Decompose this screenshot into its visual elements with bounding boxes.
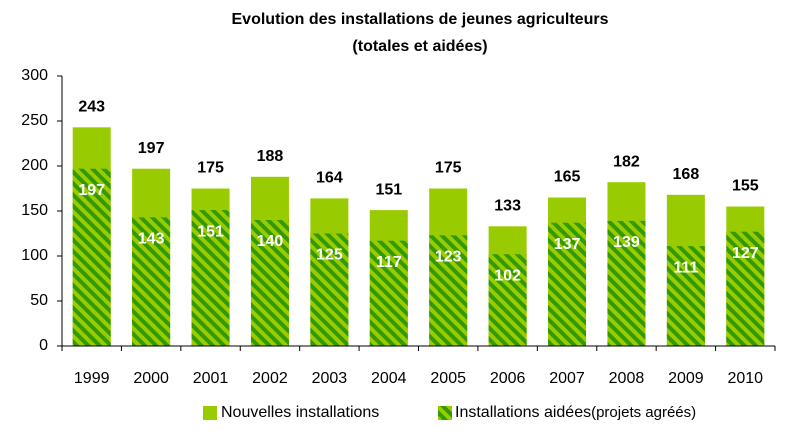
x-tick-label: 2010 xyxy=(727,370,763,387)
y-tick-label: 250 xyxy=(21,112,48,129)
data-label: 127 xyxy=(732,245,759,262)
data-label: 197 xyxy=(78,182,105,199)
bar xyxy=(72,168,111,346)
bar xyxy=(369,240,408,346)
data-label: 117 xyxy=(376,254,402,271)
data-label: 102 xyxy=(494,267,521,284)
data-label: 175 xyxy=(435,160,462,177)
x-tick-label: 2000 xyxy=(133,370,169,387)
bar xyxy=(310,233,349,346)
data-label: 111 xyxy=(673,259,698,276)
legend-name: Installations aidées xyxy=(455,404,591,421)
data-label: 164 xyxy=(316,170,343,187)
data-label: 175 xyxy=(197,160,224,177)
x-tick-label: 2002 xyxy=(252,370,288,387)
x-tick-label: 2003 xyxy=(312,370,348,387)
x-tick-label: 2006 xyxy=(490,370,526,387)
data-label: 155 xyxy=(732,178,759,195)
bar xyxy=(726,231,765,346)
bar xyxy=(548,222,587,346)
data-label: 125 xyxy=(316,247,343,264)
data-label: 143 xyxy=(138,231,165,248)
data-label: 182 xyxy=(613,153,640,170)
chart-title: Evolution des installations de jeunes ag… xyxy=(232,11,609,28)
data-label: 137 xyxy=(554,236,581,253)
bar xyxy=(250,220,289,346)
x-tick-label: 2008 xyxy=(609,370,645,387)
data-label: 188 xyxy=(257,148,284,165)
legend-note: (projets agréés) xyxy=(591,404,696,421)
data-label: 197 xyxy=(138,140,165,157)
y-tick-label: 0 xyxy=(39,337,48,354)
data-label: 151 xyxy=(375,181,402,198)
data-label: 123 xyxy=(435,249,462,266)
legend-label: Nouvelles installations xyxy=(221,404,379,421)
data-label: 140 xyxy=(257,233,284,250)
data-label: 165 xyxy=(554,169,581,186)
data-label: 168 xyxy=(673,166,700,183)
bar xyxy=(429,235,468,346)
x-tick-label: 2005 xyxy=(430,370,466,387)
x-tick-label: 2007 xyxy=(549,370,585,387)
bar xyxy=(607,220,646,346)
data-label: 139 xyxy=(613,234,640,251)
chart-subtitle: (totales et aidées) xyxy=(352,38,487,55)
bar xyxy=(666,246,705,346)
legend-label: Installations aidées(projets agréés) xyxy=(455,404,696,421)
data-label: 133 xyxy=(494,198,521,215)
legend-swatch xyxy=(438,406,452,420)
y-tick-label: 200 xyxy=(21,157,48,174)
data-label: 151 xyxy=(197,223,224,240)
y-tick-label: 100 xyxy=(21,247,48,264)
y-tick-label: 150 xyxy=(21,202,48,219)
x-tick-label: 2001 xyxy=(193,370,229,387)
bar xyxy=(191,210,230,346)
x-tick-label: 2009 xyxy=(668,370,704,387)
x-tick-label: 2004 xyxy=(371,370,407,387)
data-label: 243 xyxy=(78,99,105,116)
legend-swatch xyxy=(203,406,217,420)
x-tick-label: 1999 xyxy=(74,370,110,387)
bar xyxy=(132,217,171,346)
y-tick-label: 300 xyxy=(21,67,48,84)
bar xyxy=(488,254,527,346)
y-tick-label: 50 xyxy=(30,292,48,309)
